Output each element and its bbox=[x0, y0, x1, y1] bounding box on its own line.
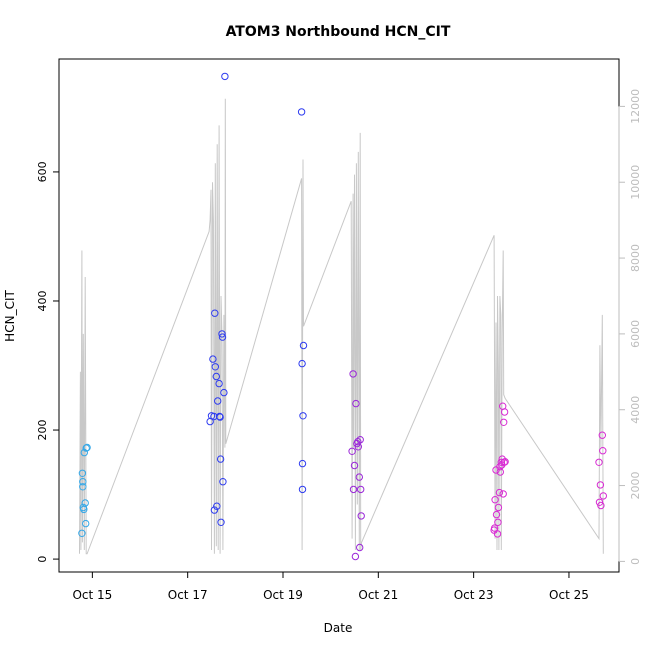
data-point bbox=[216, 413, 224, 421]
data-point bbox=[494, 518, 502, 526]
data-point bbox=[79, 483, 87, 491]
data-point bbox=[356, 436, 364, 444]
right-axis-tick-label: 4000 bbox=[629, 396, 642, 424]
data-point bbox=[599, 447, 607, 455]
points-layer bbox=[78, 72, 607, 561]
data-point bbox=[215, 379, 223, 388]
data-point bbox=[299, 412, 307, 420]
data-point bbox=[597, 501, 605, 510]
data-point bbox=[298, 459, 307, 468]
data-point bbox=[78, 469, 87, 477]
data-point bbox=[495, 488, 504, 497]
data-point bbox=[496, 463, 504, 471]
right-axis-tick-label: 0 bbox=[629, 558, 642, 565]
data-point bbox=[351, 552, 360, 561]
data-point bbox=[599, 492, 607, 500]
data-point bbox=[216, 455, 225, 463]
data-point bbox=[352, 399, 360, 408]
right-axis-tick-label: 10000 bbox=[629, 165, 642, 200]
x-axis-tick-label: Oct 23 bbox=[454, 588, 494, 602]
chart-title: ATOM3 Northbound HCN_CIT bbox=[226, 24, 451, 40]
data-point bbox=[596, 481, 605, 489]
data-point bbox=[357, 512, 365, 520]
left-axis-tick-label: 200 bbox=[36, 420, 49, 441]
x-axis-label: Date bbox=[324, 621, 353, 635]
data-point bbox=[211, 363, 220, 371]
data-point bbox=[491, 496, 499, 504]
data-point bbox=[357, 485, 365, 494]
right-axis-tick-label: 6000 bbox=[629, 320, 642, 348]
altitude-line bbox=[79, 98, 604, 555]
data-point bbox=[220, 388, 228, 397]
right-axis-tick-label: 2000 bbox=[629, 472, 642, 500]
data-point bbox=[500, 408, 509, 416]
data-point bbox=[221, 72, 229, 81]
data-point bbox=[209, 355, 217, 363]
data-point bbox=[81, 499, 89, 507]
data-point bbox=[213, 502, 221, 510]
data-point bbox=[356, 543, 364, 552]
data-point bbox=[496, 468, 504, 476]
plot-frame bbox=[58, 58, 620, 573]
data-point bbox=[349, 485, 358, 494]
data-point bbox=[78, 529, 86, 537]
x-axis-tick-label: Oct 21 bbox=[358, 588, 398, 602]
left-y-axis: 0 200 400 600 bbox=[36, 161, 60, 563]
left-axis-tick-label: 0 bbox=[36, 556, 49, 563]
data-point bbox=[497, 458, 505, 466]
left-axis-tick-label: 600 bbox=[36, 161, 49, 182]
data-point bbox=[598, 431, 606, 439]
data-point bbox=[493, 530, 502, 538]
data-point bbox=[298, 359, 306, 368]
data-point bbox=[82, 519, 90, 528]
data-point bbox=[492, 510, 501, 519]
data-point bbox=[500, 418, 508, 426]
data-point bbox=[354, 438, 362, 446]
data-point bbox=[83, 443, 91, 452]
data-point bbox=[219, 478, 227, 486]
right-axis-tick-label: 8000 bbox=[629, 244, 642, 272]
data-point bbox=[298, 485, 307, 494]
y-axis-label: HCN_CIT bbox=[3, 290, 17, 342]
data-point bbox=[494, 503, 503, 512]
data-point bbox=[218, 330, 226, 338]
altitude-line-layer bbox=[79, 98, 604, 555]
data-point bbox=[499, 490, 507, 498]
x-axis-tick-label: Oct 19 bbox=[263, 588, 303, 602]
data-point bbox=[349, 370, 357, 378]
left-axis-tick-label: 400 bbox=[36, 290, 49, 311]
right-y-axis: 0 2000 4000 6000 8000 10000 12000 bbox=[618, 89, 642, 565]
data-point bbox=[350, 461, 359, 470]
data-point bbox=[217, 518, 225, 526]
data-point bbox=[212, 372, 221, 381]
data-point bbox=[79, 478, 87, 486]
data-point bbox=[501, 458, 509, 466]
right-axis-tick-label: 12000 bbox=[629, 89, 642, 124]
data-point bbox=[211, 309, 219, 317]
data-point bbox=[354, 443, 362, 451]
x-axis-tick-label: Oct 15 bbox=[72, 588, 112, 602]
data-point bbox=[595, 458, 603, 466]
data-point bbox=[297, 108, 306, 116]
x-axis-tick-label: Oct 17 bbox=[168, 588, 208, 602]
data-point bbox=[214, 397, 222, 405]
data-point bbox=[82, 444, 90, 452]
data-point bbox=[218, 333, 227, 341]
data-point bbox=[210, 506, 219, 514]
data-point bbox=[355, 473, 363, 481]
x-axis: Oct 15 Oct 17 Oct 19 Oct 21 Oct 23 Oct 25 bbox=[72, 571, 589, 602]
data-point bbox=[299, 341, 308, 350]
data-point bbox=[490, 524, 499, 532]
data-point bbox=[348, 447, 356, 455]
x-axis-tick-label: Oct 25 bbox=[549, 588, 589, 602]
